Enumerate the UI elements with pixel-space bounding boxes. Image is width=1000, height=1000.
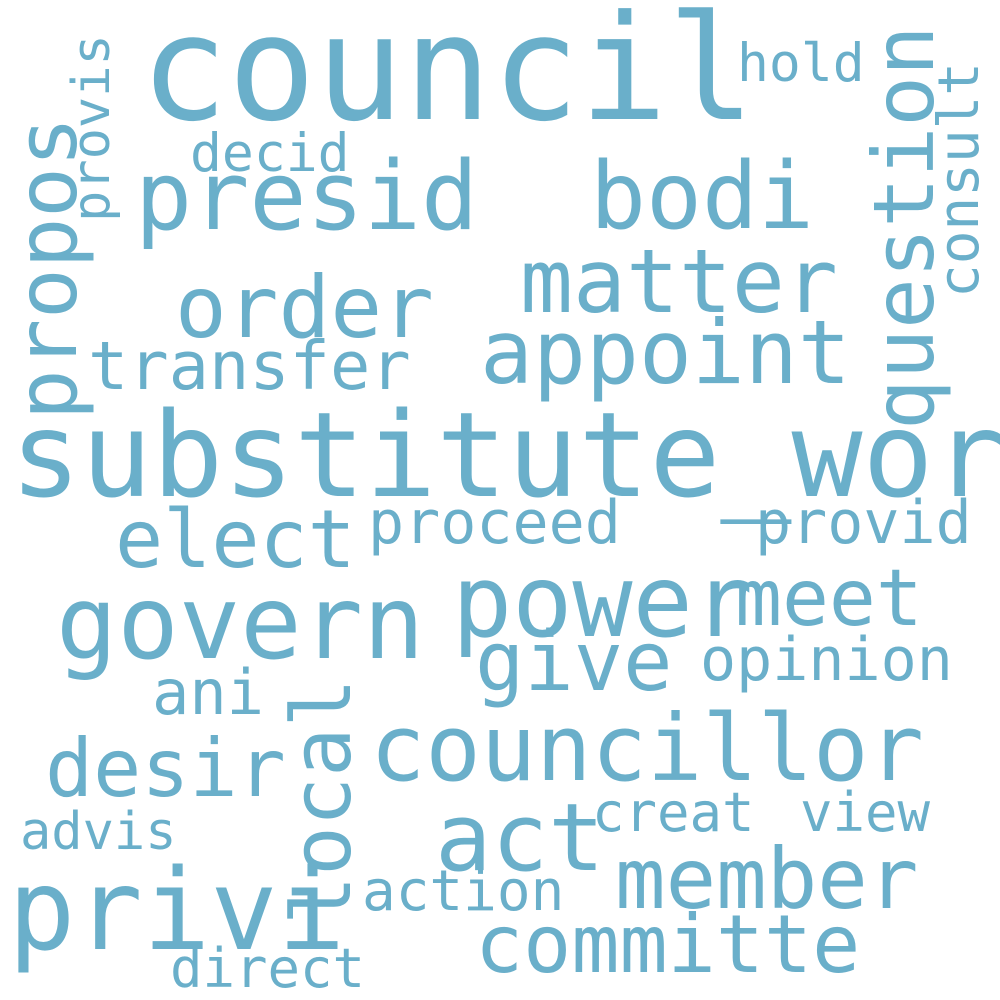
word-act: act	[435, 784, 605, 893]
word-member: member	[615, 830, 919, 928]
word-desir: desir	[45, 722, 286, 815]
word-meet: meet	[735, 554, 923, 644]
word-give: give	[475, 615, 673, 710]
word-decid: decid	[190, 123, 350, 184]
word-ani: ani	[152, 656, 264, 729]
word-creat: creat	[592, 781, 755, 844]
word-provid: provid	[755, 488, 972, 558]
word-councillor: councillor	[370, 695, 924, 802]
word-proceed: proceed	[368, 488, 621, 558]
word-committe: committe	[475, 898, 861, 991]
word-opinion: opinion	[700, 625, 953, 695]
word-privi: privi	[8, 846, 346, 976]
word-consult: consult	[927, 61, 992, 298]
word-view: view	[800, 781, 931, 844]
word-matter: matter	[520, 230, 838, 333]
word-elect: elect	[115, 493, 356, 586]
word-hold: hold	[737, 33, 865, 94]
word-local: local	[275, 678, 370, 925]
word-substitute-word: substitute_word	[10, 386, 1000, 524]
word-order: order	[175, 258, 434, 358]
word-council: council	[140, 0, 756, 154]
word-advis: advis	[20, 802, 177, 862]
word-presid: presid	[135, 142, 479, 252]
word-power: power	[452, 543, 754, 660]
word-action: action	[362, 859, 565, 924]
word-appoint: appoint	[480, 301, 851, 404]
word-direct: direct	[170, 937, 366, 1000]
word-govern: govern	[56, 564, 425, 683]
word-bodi: bodi	[590, 142, 814, 250]
word-provis: provis	[62, 34, 122, 222]
word-transfer: transfer	[88, 327, 411, 405]
